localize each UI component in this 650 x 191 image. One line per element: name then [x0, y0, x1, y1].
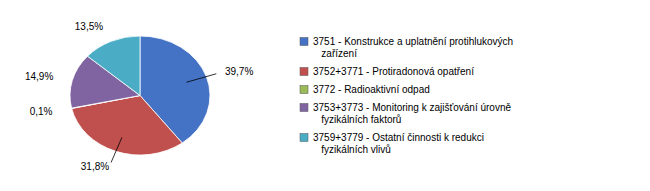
legend-item: 3751 - Konstrukce a uplatnění protihluko…	[300, 36, 513, 59]
legend-item: 3759+3779 - Ostatní činnosti k redukci f…	[300, 132, 484, 155]
legend-label: 3752+3771 - Protiradonová opatření	[313, 66, 474, 77]
data-label: 31,8%	[81, 161, 109, 172]
legend: 3751 - Konstrukce a uplatnění protihluko…	[300, 36, 513, 155]
chart-container: 39,7% 31,8% 0,1% 14,9% 13,5% 3751 - Konstrukc…	[0, 0, 650, 191]
legend-label: 3751 - Konstrukce a uplatnění protihluko…	[313, 36, 513, 59]
legend-swatch	[300, 86, 308, 94]
pie-group: 39,7% 31,8% 0,1% 14,9% 13,5%	[25, 21, 253, 173]
leader-line	[186, 74, 216, 83]
legend-label-line: 3753+3773 - Monitoring k zajišťování úro…	[313, 102, 511, 113]
slices	[70, 36, 210, 155]
legend-item: 3753+3773 - Monitoring k zajišťování úro…	[300, 102, 511, 125]
legend-item: 3772 - Radioaktivní odpad	[300, 84, 430, 95]
legend-swatch	[300, 104, 308, 112]
data-label: 39,7%	[225, 66, 253, 77]
data-label: 14,9%	[25, 71, 53, 82]
legend-label: 3753+3773 - Monitoring k zajišťování úro…	[313, 102, 511, 125]
pie-slice	[87, 36, 140, 96]
legend-label-line: 3772 - Radioaktivní odpad	[313, 84, 430, 95]
legend-label-line: 3759+3779 - Ostatní činnosti k redukci	[313, 132, 484, 143]
legend-swatch	[300, 134, 308, 142]
legend-label: 3759+3779 - Ostatní činnosti k redukci f…	[313, 132, 484, 155]
legend-label: 3772 - Radioaktivní odpad	[313, 84, 430, 95]
data-label: 0,1%	[30, 106, 53, 117]
legend-item: 3752+3771 - Protiradonová opatření	[300, 66, 474, 77]
data-label: 13,5%	[75, 21, 103, 32]
legend-label-line: 3752+3771 - Protiradonová opatření	[313, 66, 474, 77]
leader-line	[111, 137, 122, 162]
legend-label-line: fyzikálních vlivů	[313, 144, 391, 155]
legend-swatch	[300, 68, 308, 76]
legend-label-line: 3751 - Konstrukce a uplatnění protihluko…	[313, 36, 513, 47]
legend-label-line: zařízení	[313, 48, 357, 59]
chart-svg: 39,7% 31,8% 0,1% 14,9% 13,5% 3751 - Konstrukc…	[0, 0, 650, 191]
legend-label-line: fyzikálních faktorů	[313, 114, 401, 125]
legend-swatch	[300, 38, 308, 46]
